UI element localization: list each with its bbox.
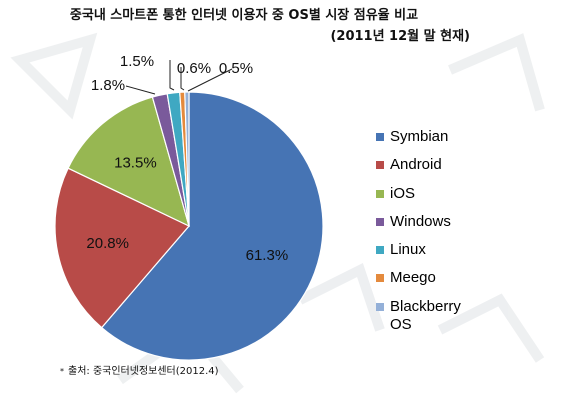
legend-swatch-windows (376, 217, 384, 226)
legend-label-meego: Meego (390, 269, 436, 287)
legend-swatch-ios (376, 189, 384, 198)
source-text: 출처: 중국인터넷정보센터(2012.4) (68, 366, 219, 377)
data-label-windows: 1.8% (91, 77, 125, 94)
data-label-android: 20.8% (86, 235, 129, 252)
data-label-symbian: 61.3% (246, 247, 289, 264)
pie-slice-symbian (100, 91, 324, 361)
leader-line-linux (169, 60, 175, 91)
legend-swatch-symbian (376, 133, 384, 141)
pie-slice-blackberry-os (184, 91, 190, 227)
legend-item-symbian: Symbian (376, 128, 506, 156)
legend-item-windows: Windows (376, 213, 506, 241)
legend-item-android: Android (376, 156, 506, 184)
legend-item-meego: Meego (376, 269, 506, 297)
data-label-linux: 1.5% (120, 53, 154, 70)
legend-swatch-linux (376, 246, 384, 255)
legend-label-windows: Windows (390, 212, 451, 230)
pie-slice-ios (67, 96, 190, 228)
chart-subtitle: (2011년 12월 말 현재) (330, 29, 470, 44)
source-bullet: * (60, 367, 64, 376)
source-note: * 출처: 중국인터넷정보센터(2012.4) (60, 362, 219, 377)
leader-line-windows (125, 85, 156, 95)
legend-swatch-android (376, 161, 384, 170)
data-label-meego: 0.6% (177, 60, 211, 77)
legend-item-blackberry: Blackberry OS (376, 298, 506, 333)
data-label-ios: 13.5% (114, 155, 157, 172)
legend-label-ios: iOS (390, 184, 416, 202)
chart-title: 중국내 스마트폰 통한 인터넷 이용자 중 OS별 시장 점유율 비교 (69, 8, 419, 23)
pie-slice-android (54, 167, 190, 329)
legend-swatch-meego (376, 274, 384, 283)
legend-item-ios: iOS (376, 185, 506, 213)
legend-label-android: Android (390, 156, 442, 174)
legend-label-symbian: Symbian (390, 128, 449, 145)
chart-legend: Symbian Android iOS Windows Linux Meego … (376, 128, 506, 333)
legend-item-linux: Linux (376, 241, 506, 269)
legend-swatch-blackberry (376, 302, 384, 311)
leader-line-blackberry-os (187, 68, 233, 92)
data-label-blackberry-os: 0.5% (219, 60, 253, 77)
legend-label-linux: Linux (390, 241, 426, 259)
leader-line-meego (180, 67, 185, 91)
legend-label-blackberry: Blackberry OS (390, 297, 461, 333)
